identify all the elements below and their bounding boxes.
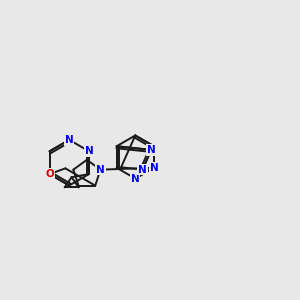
Text: O: O bbox=[45, 169, 54, 179]
Text: N: N bbox=[96, 165, 105, 175]
Text: N: N bbox=[85, 146, 93, 156]
Text: N: N bbox=[131, 173, 140, 184]
Text: N: N bbox=[138, 164, 147, 175]
Text: N: N bbox=[149, 163, 158, 173]
Text: N: N bbox=[147, 145, 156, 155]
Text: N: N bbox=[65, 135, 74, 145]
